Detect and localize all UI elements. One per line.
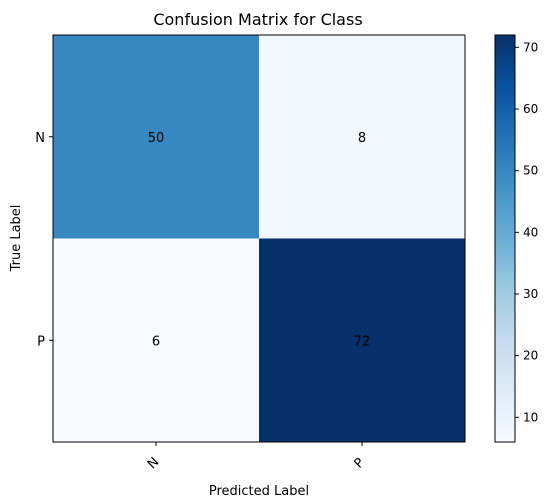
y-tick-label: P: [37, 334, 45, 349]
colorbar-tick-label: 20: [523, 349, 538, 363]
colorbar-tick-label: 70: [523, 40, 538, 54]
colorbar-ticks: 10 20 30 40 50 60 70: [515, 40, 538, 424]
plot-frame: [52, 34, 466, 443]
matrix-cells: 50 8 6 72: [53, 35, 465, 442]
y-axis-label: True Label: [9, 205, 24, 273]
colorbar-tick-label: 40: [523, 225, 538, 239]
y-tick-label: N: [35, 131, 45, 146]
x-tick-label: P: [351, 455, 367, 471]
x-axis-label: Predicted Label: [209, 484, 309, 499]
cell-value-label: 50: [148, 131, 165, 146]
x-tick-label: N: [145, 455, 162, 472]
y-axis-ticks: NP: [35, 131, 53, 349]
colorbar: [494, 34, 516, 443]
cell-value-label: 72: [354, 334, 371, 349]
cell-value-label: 8: [358, 131, 366, 146]
cell-N-N: [53, 35, 259, 239]
cell-N-P: [259, 35, 465, 239]
cell-P-N: [53, 238, 259, 442]
colorbar-tick-label: 10: [523, 410, 538, 424]
colorbar-tick-label: 50: [523, 164, 538, 178]
colorbar-tick-label: 60: [523, 102, 538, 116]
cell-P-P: [259, 238, 465, 442]
colorbar-tick-label: 30: [523, 287, 538, 301]
cell-value-label: 6: [152, 334, 160, 349]
chart-title: Confusion Matrix for Class: [153, 10, 362, 29]
